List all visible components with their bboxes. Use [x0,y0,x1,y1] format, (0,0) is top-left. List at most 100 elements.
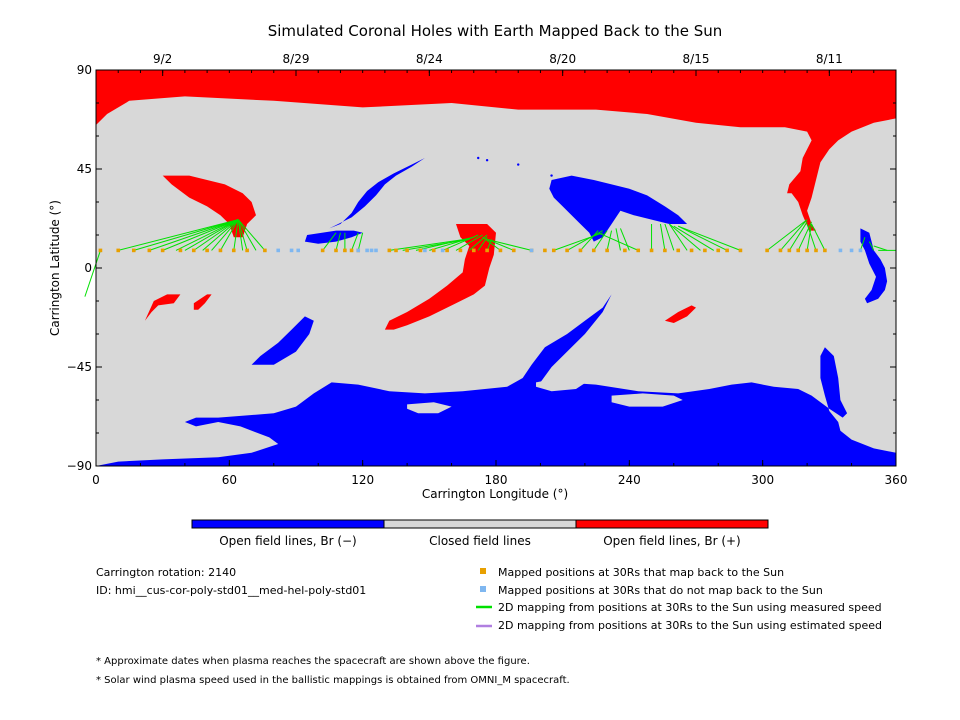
mapped-not-point [440,248,445,253]
negative-speck-2 [550,174,553,177]
top-date-label: 8/29 [283,52,310,66]
measured-mapping-line [678,225,741,251]
x-axis-label: Carrington Longitude (°) [422,487,568,501]
mapped-ok-point [445,248,449,253]
measured-mapping-line [593,230,608,251]
mapped-ok-point [394,248,398,253]
colorbar-label-closed: Closed field lines [429,534,531,548]
mapped-ok-point [511,248,516,253]
mapped-ok-point [405,248,409,253]
measured-mapping-line [322,232,337,251]
plot-area [84,69,897,467]
negative-coronal-hole-0 [96,294,896,466]
colorbar-closed [383,519,577,529]
measured-mapping-line [673,225,715,251]
model-id-label: ID: hmi__cus-cor-poly-std01__med-hel-pol… [96,584,367,597]
negative-coronal-hole-1 [251,316,314,365]
legend-estimated-speed: 2D mapping from positions at 30Rs to the… [498,619,883,632]
measured-mapping-line [469,234,488,251]
legend-symbol-mapped-ok [480,568,486,574]
measured-mapping-line [859,237,866,251]
colorbar [191,519,769,529]
measured-mapping-line [606,230,613,251]
positive-coronal-hole-2 [384,224,496,330]
mapped-ok-point [116,248,121,253]
measured-mapping-line [351,232,359,251]
mapped-ok-point [349,248,354,253]
measured-mapping-line [237,219,266,251]
measured-mapping-line [580,230,599,251]
mapped-ok-point [663,248,667,253]
measured-mapping-line [873,245,888,251]
mapped-ok-point [205,248,209,253]
top-date-label: 8/11 [816,52,843,66]
colorbar-label-negative: Open field lines, Br (−) [219,534,357,548]
measured-mapping-line [811,223,826,251]
y-tick-label: 90 [77,63,92,77]
measured-mapping-line [868,241,875,251]
legend-mapped-ok: Mapped positions at 30Rs that map back t… [498,566,785,579]
measured-mapping-line [766,219,808,251]
chart-title: Simulated Coronal Holes with Earth Mappe… [268,22,723,40]
mapped-ok-point [343,248,347,253]
measured-mapping-line [668,223,688,251]
measured-mapping-line [220,219,239,251]
footnote-speed: * Solar wind plasma speed used in the ba… [96,675,570,686]
measured-mapping-line [193,219,239,251]
mapped-ok-point [320,248,325,253]
mapped-ok-point [805,248,809,253]
mapped-not-point [858,248,863,253]
measured-mapping-line [482,236,501,251]
mapped-ok-point [263,248,267,253]
closed-island-0 [536,373,590,392]
mapped-not-point [365,248,369,253]
footnote-dates: * Approximate dates when plasma reaches … [96,656,530,667]
measured-mapping-line [357,232,364,251]
mapped-ok-point [458,248,463,253]
measured-mapping-line [669,223,701,251]
y-tick-label: −45 [67,360,92,374]
top-date-label: 8/20 [549,52,576,66]
measured-mapping-line [175,219,239,251]
measured-mapping-line [806,223,813,251]
top-date-label: 9/2 [153,52,172,66]
measured-mapping-line [615,228,621,251]
mapped-ok-point [551,248,556,253]
mapped-ok-point [716,248,721,253]
x-tick-label: 300 [751,473,774,487]
y-tick-label: 45 [77,162,92,176]
mapped-ok-point [245,248,249,253]
negative-speck-3 [557,178,560,182]
measured-mapping-line [233,219,239,251]
mapped-ok-point [703,248,707,253]
legend-mapped-not: Mapped positions at 30Rs that do not map… [498,584,823,597]
y-tick-label: 0 [84,261,92,275]
mapped-ok-point [147,248,152,253]
measured-mapping-line [162,219,239,251]
measured-mapping-line [237,219,257,251]
mapped-ok-point [591,248,596,253]
measured-mapping-line [133,219,239,251]
mapped-ok-point [218,248,223,253]
mapped-not-point [276,248,281,253]
measured-mapping-line [211,219,239,251]
closed-island-2 [407,402,452,414]
measured-mapping-line [619,228,630,251]
mapped-ok-point [191,248,196,253]
positive-coronal-hole-0 [96,70,896,231]
mapped-ok-point [636,248,641,253]
negative-coronal-hole-4 [549,175,688,242]
measured-mapping-line [486,238,532,251]
mapped-ok-point [543,248,547,253]
mapped-ok-point [334,248,338,253]
mapped-not-point [529,248,534,253]
measured-mapping-line [237,219,248,251]
mapped-ok-point [231,248,236,253]
mapped-ok-point [605,248,609,253]
measured-mapping-line [202,219,239,251]
mapped-not-point [849,248,854,253]
colorbar-negative [191,519,385,529]
negative-speck-4 [517,163,520,166]
measured-mapping-line [678,225,728,251]
measured-mapping-line [184,219,239,251]
